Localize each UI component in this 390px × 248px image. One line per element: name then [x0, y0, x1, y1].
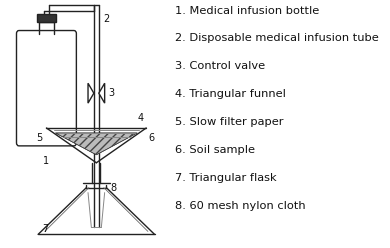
- Text: 8: 8: [110, 183, 117, 193]
- Text: 1: 1: [43, 156, 50, 166]
- Text: 3: 3: [108, 88, 114, 98]
- Text: 6: 6: [148, 133, 154, 143]
- Text: 2: 2: [103, 14, 109, 24]
- Text: 3. Control valve: 3. Control valve: [176, 61, 266, 71]
- Text: 4: 4: [138, 113, 144, 123]
- Text: 5: 5: [36, 133, 42, 143]
- Polygon shape: [55, 133, 137, 155]
- Text: 1. Medical infusion bottle: 1. Medical infusion bottle: [176, 6, 319, 16]
- Text: 2. Disposable medical infusion tube: 2. Disposable medical infusion tube: [176, 33, 379, 43]
- Polygon shape: [88, 83, 94, 103]
- Text: 6. Soil sample: 6. Soil sample: [176, 145, 255, 155]
- Text: 7: 7: [42, 224, 48, 234]
- Text: 5. Slow filter paper: 5. Slow filter paper: [176, 117, 284, 127]
- FancyBboxPatch shape: [16, 31, 76, 146]
- Text: 4. Triangular funnel: 4. Triangular funnel: [176, 89, 286, 99]
- Polygon shape: [99, 83, 105, 103]
- FancyBboxPatch shape: [37, 14, 56, 22]
- Text: 7. Triangular flask: 7. Triangular flask: [176, 173, 277, 183]
- Text: 8. 60 mesh nylon cloth: 8. 60 mesh nylon cloth: [176, 201, 306, 211]
